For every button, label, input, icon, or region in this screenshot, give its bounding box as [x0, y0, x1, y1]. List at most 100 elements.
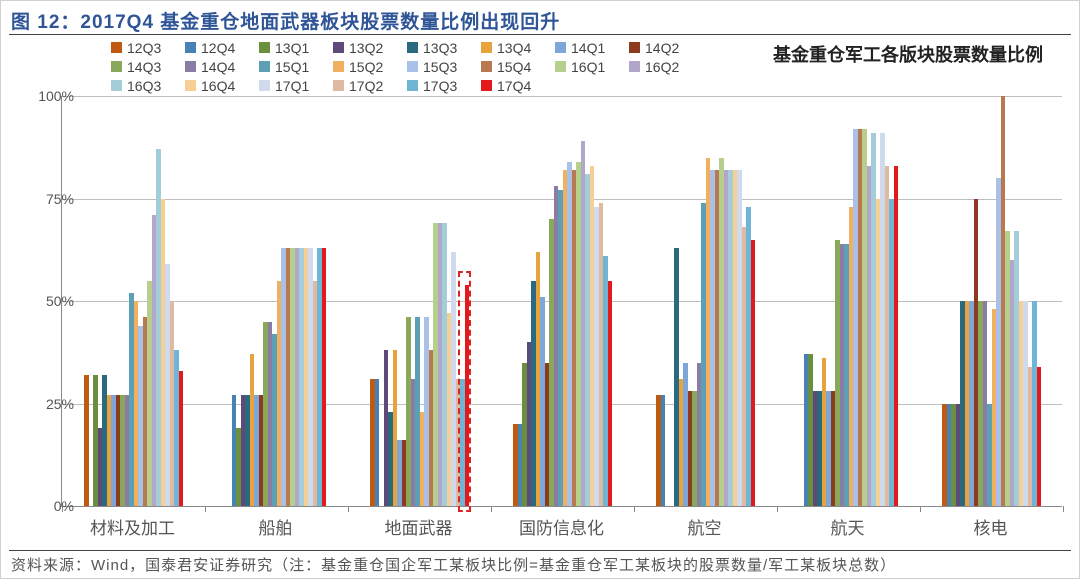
legend-item: 14Q1	[555, 40, 617, 56]
bar	[751, 240, 756, 507]
legend-swatch	[333, 42, 344, 53]
legend-label: 16Q4	[201, 78, 235, 94]
bar-group	[634, 96, 777, 506]
y-tick-label: 100%	[24, 88, 74, 104]
legend-label: 15Q1	[275, 59, 309, 75]
legend-label: 15Q2	[349, 59, 383, 75]
legend-item: 14Q3	[111, 59, 173, 75]
legend-swatch	[555, 42, 566, 53]
x-tick-label: 航天	[831, 514, 865, 539]
legend-item: 16Q3	[111, 78, 173, 94]
legend: 12Q3 12Q4 13Q1 13Q2 13Q3 13Q4 14Q1 14Q2 14Q3 14Q4…	[111, 38, 691, 95]
bar-group	[920, 96, 1063, 506]
legend-label: 15Q4	[497, 59, 531, 75]
bar	[1037, 367, 1042, 506]
legend-swatch	[481, 61, 492, 72]
x-tick-mark	[491, 506, 492, 512]
legend-item: 16Q1	[555, 59, 617, 75]
y-tick-label: 75%	[24, 191, 74, 207]
legend-item: 17Q3	[407, 78, 469, 94]
legend-label: 13Q3	[423, 40, 457, 56]
legend-swatch	[629, 61, 640, 72]
legend-item: 17Q1	[259, 78, 321, 94]
x-tick-label: 国防信息化	[519, 514, 604, 539]
legend-swatch	[481, 80, 492, 91]
legend-label: 16Q2	[645, 59, 679, 75]
legend-swatch	[407, 61, 418, 72]
bar	[179, 371, 184, 506]
legend-item: 12Q3	[111, 40, 173, 56]
legend-swatch	[111, 42, 122, 53]
legend-swatch	[407, 80, 418, 91]
legend-label: 13Q2	[349, 40, 383, 56]
bar	[608, 281, 613, 507]
legend-item: 15Q2	[333, 59, 395, 75]
legend-item: 17Q2	[333, 78, 395, 94]
legend-swatch	[481, 42, 492, 53]
bar	[661, 395, 666, 506]
legend-swatch	[111, 80, 122, 91]
legend-swatch	[185, 80, 196, 91]
legend-item: 14Q4	[185, 59, 247, 75]
x-tick-label: 航空	[688, 514, 722, 539]
bar-group	[62, 96, 205, 506]
legend-swatch	[185, 42, 196, 53]
legend-item: 16Q2	[629, 59, 691, 75]
x-tick-label: 材料及加工	[90, 514, 175, 539]
legend-swatch	[407, 42, 418, 53]
legend-item: 13Q4	[481, 40, 543, 56]
title-divider	[9, 34, 1071, 35]
x-tick-mark	[634, 506, 635, 512]
legend-label: 15Q3	[423, 59, 457, 75]
legend-item: 12Q4	[185, 40, 247, 56]
legend-label: 14Q3	[127, 59, 161, 75]
x-tick-mark	[920, 506, 921, 512]
x-tick-label: 地面武器	[385, 514, 453, 539]
y-tick-label: 50%	[24, 293, 74, 309]
legend-item: 16Q4	[185, 78, 247, 94]
legend-swatch	[333, 61, 344, 72]
legend-label: 12Q3	[127, 40, 161, 56]
legend-label: 17Q2	[349, 78, 383, 94]
legend-swatch	[111, 61, 122, 72]
chart-title: 图 12：2017Q4 基金重仓地面武器板块股票数量比例出现回升	[11, 7, 560, 34]
legend-item: 15Q1	[259, 59, 321, 75]
bar	[894, 166, 899, 506]
legend-item: 15Q3	[407, 59, 469, 75]
x-tick-mark	[205, 506, 206, 512]
bar-group	[205, 96, 348, 506]
legend-swatch	[629, 42, 640, 53]
bar-group	[491, 96, 634, 506]
x-tick-mark	[777, 506, 778, 512]
legend-item: 14Q2	[629, 40, 691, 56]
legend-item: 13Q3	[407, 40, 469, 56]
x-tick-label: 核电	[974, 514, 1008, 539]
legend-swatch	[259, 80, 270, 91]
legend-swatch	[185, 61, 196, 72]
legend-label: 13Q1	[275, 40, 309, 56]
legend-label: 17Q1	[275, 78, 309, 94]
x-tick-mark	[1063, 506, 1064, 512]
legend-item: 13Q2	[333, 40, 395, 56]
legend-swatch	[259, 61, 270, 72]
legend-label: 14Q1	[571, 40, 605, 56]
legend-label: 17Q4	[497, 78, 531, 94]
y-tick-label: 25%	[24, 396, 74, 412]
highlight-box	[458, 271, 471, 512]
legend-swatch	[259, 42, 270, 53]
legend-label: 14Q2	[645, 40, 679, 56]
y-tick-label: 0%	[24, 498, 74, 514]
legend-swatch	[333, 80, 344, 91]
bar	[375, 379, 380, 506]
bar	[322, 248, 327, 506]
bar-group	[777, 96, 920, 506]
bar	[84, 375, 89, 506]
legend-swatch	[555, 61, 566, 72]
legend-label: 12Q4	[201, 40, 235, 56]
legend-label: 17Q3	[423, 78, 457, 94]
legend-item: 17Q4	[481, 78, 543, 94]
legend-label: 16Q1	[571, 59, 605, 75]
footer-divider	[9, 550, 1071, 551]
legend-item: 15Q4	[481, 59, 543, 75]
chart-subtitle: 基金重仓军工各版块股票数量比例	[773, 41, 1043, 67]
